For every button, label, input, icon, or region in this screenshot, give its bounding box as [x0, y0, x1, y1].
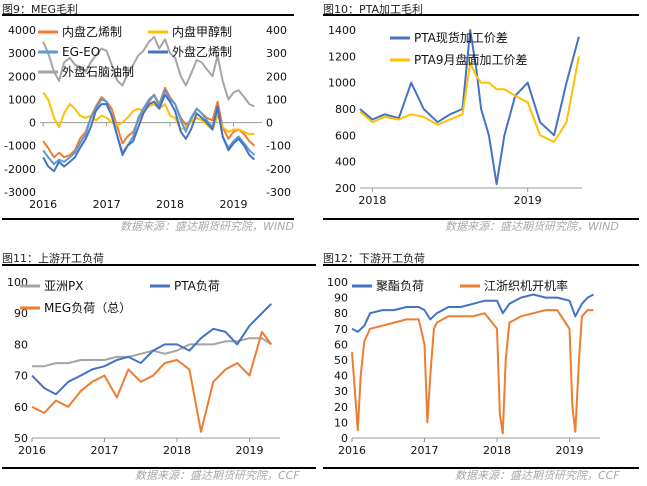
y-tick-label: 40: [334, 370, 348, 383]
fig11-title: 图11：上游开工负荷: [2, 252, 104, 265]
y2-tick-label: -200: [266, 163, 291, 176]
y-tick-label: 2000: [8, 70, 36, 83]
y-tick-label: 4000: [8, 24, 36, 37]
y2-tick-label: -300: [266, 186, 291, 199]
y-tick-label: 60: [14, 401, 28, 414]
y-tick-label: 0: [341, 432, 348, 445]
y2-tick-label: 400: [266, 24, 287, 37]
y-tick-label: -2000: [4, 163, 36, 176]
y-tick-label: 80: [334, 307, 348, 320]
y-tick-label: -1000: [4, 140, 36, 153]
fig9-bottom-rule: [2, 218, 294, 220]
y2-tick-label: 0: [266, 117, 273, 130]
fig11-bottom-rule: [2, 467, 316, 469]
series-line-1: [31, 303, 273, 396]
fig9-title: 图9：MEG毛利: [2, 3, 78, 16]
fig12-source: 数据来源：盛达期货研究院，CCF: [455, 469, 620, 482]
y-tick-label: 90: [14, 307, 28, 320]
x-tick-label: 2017: [93, 198, 121, 211]
series-line-0: [42, 86, 256, 159]
y-tick-label: 200: [335, 182, 356, 195]
fig10-title: 图10：PTA加工毛利: [323, 3, 424, 16]
y-tick-label: 80: [14, 338, 28, 351]
fig9-top-rule: [2, 14, 294, 16]
legend-label-1: PTA9月盘面加工价差: [414, 52, 527, 67]
x-tick-label: 2016: [18, 444, 46, 457]
x-tick-label: 2016: [29, 198, 57, 211]
legend-label-0: 亚洲PX: [44, 279, 83, 293]
legend-label-1: PTA负荷: [174, 279, 220, 293]
x-tick-label: 2018: [156, 198, 184, 211]
y-tick-label: 100: [327, 276, 348, 289]
x-tick-label: 2019: [556, 444, 584, 457]
legend-label-2: EG-EO: [62, 45, 100, 59]
y-tick-label: -3000: [4, 186, 36, 199]
x-tick-label: 2017: [91, 444, 119, 457]
y-tick-label: 90: [334, 292, 348, 305]
series-line-0: [359, 29, 580, 186]
y-tick-label: 3000: [8, 47, 36, 60]
y-tick-label: 600: [335, 129, 356, 142]
fig10-top-rule: [323, 14, 639, 16]
legend-label-0: 聚酯负荷: [376, 279, 424, 293]
series-line-4: [42, 35, 255, 108]
legend-label-0: PTA现货加工价差: [414, 30, 508, 45]
series-line-0: [351, 293, 594, 333]
fig9-source: 数据来源：盛达期货研究院，WIND: [120, 220, 294, 233]
legend-label-2: MEG负荷（总）: [44, 301, 131, 315]
x-tick-label: 2017: [411, 444, 439, 457]
y-tick-label: 1400: [328, 24, 356, 37]
x-tick-label: 2018: [163, 444, 191, 457]
fig10-bottom-rule: [323, 218, 639, 220]
x-tick-label: 2019: [219, 198, 247, 211]
y-tick-label: 60: [334, 338, 348, 351]
y-tick-label: 50: [14, 432, 28, 445]
y-tick-label: 20: [334, 401, 348, 414]
fig12-title: 图12：下游开工负荷: [323, 252, 425, 265]
fig10-chart: 200 400 600 800 1000 1200 1400 2018 2019 PTA现货加工价…: [328, 24, 582, 207]
y2-tick-label: 200: [266, 70, 287, 83]
fig11-top-rule: [2, 264, 316, 266]
y-tick-label: 800: [335, 103, 356, 116]
fig9-chart: -3000-2000-100001000200030004000-300-200…: [4, 24, 291, 211]
y-tick-label: 30: [334, 385, 348, 398]
legend-label-3: 外盘乙烯制: [172, 44, 232, 59]
y-tick-label: 10: [334, 416, 348, 429]
y2-tick-label: -100: [266, 140, 291, 153]
x-tick-label: 2016: [338, 444, 366, 457]
y-tick-label: 400: [335, 156, 356, 169]
y2-tick-label: 300: [266, 47, 287, 60]
fig12-top-rule: [323, 264, 639, 266]
fig12-chart: 0 10 20 30 40 50 60 70 80 90 100 2016 2017 2018 2019 聚酯…: [327, 276, 600, 457]
y-tick-label: 1000: [328, 77, 356, 90]
x-tick-label: 2018: [483, 444, 511, 457]
y-tick-label: 50: [334, 354, 348, 367]
fig11-source: 数据来源：盛达期货研究院，CCF: [135, 469, 300, 482]
legend-label-1: 内盘甲醇制: [172, 24, 232, 39]
y-tick-label: 70: [14, 370, 28, 383]
fig12-bottom-rule: [323, 467, 639, 469]
x-tick-label: 2019: [236, 444, 264, 457]
series-line-1: [359, 56, 580, 143]
x-tick-label: 2018: [358, 194, 386, 207]
x-tick-label: 2019: [514, 194, 542, 207]
legend-label-0: 内盘乙烯制: [62, 24, 122, 39]
y-tick-label: 0: [29, 117, 36, 130]
series-line-3: [42, 93, 256, 173]
y-tick-label: 1000: [8, 93, 36, 106]
y-tick-label: 70: [334, 323, 348, 336]
legend-label-1: 江浙织机开机率: [484, 278, 568, 293]
fig10-source: 数据来源：盛达期货研究院，WIND: [445, 220, 619, 233]
series-line-2: [31, 330, 273, 433]
legend-label-4: 外盘石脑油制: [62, 64, 134, 79]
series-line-1: [351, 309, 594, 435]
y-tick-label: 1200: [328, 50, 356, 63]
y2-tick-label: 100: [266, 93, 287, 106]
